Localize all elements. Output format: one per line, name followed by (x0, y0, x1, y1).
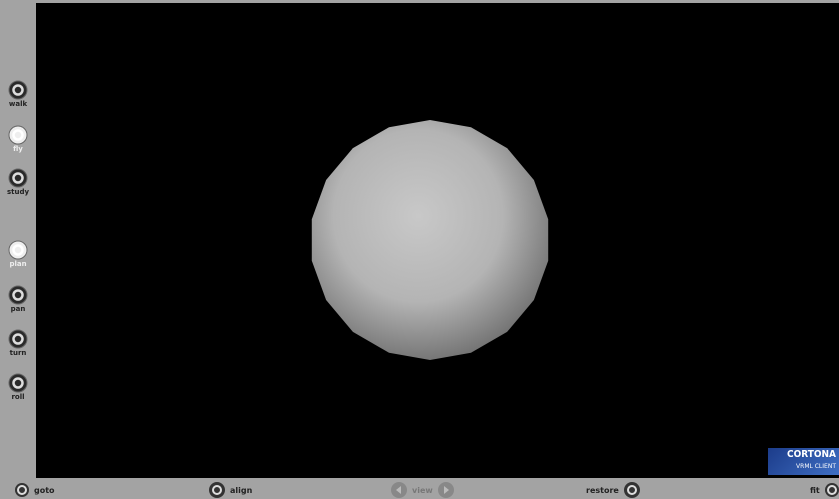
button-icon (8, 125, 28, 145)
restore-button[interactable]: restore (586, 481, 641, 499)
button-icon (8, 373, 28, 393)
goto-label: goto (34, 485, 55, 495)
button-icon (8, 168, 28, 188)
cortona-logo[interactable]: CORTONA VRML CLIENT (768, 448, 839, 475)
nav-mode-button[interactable]: fly (0, 125, 36, 153)
nav-mode-button[interactable]: study (0, 168, 36, 196)
nav-mode-button[interactable]: plan (0, 240, 36, 268)
sphere (311, 120, 549, 360)
nav-mode-button[interactable]: pan (0, 285, 36, 313)
nav-mode-label: fly (13, 145, 23, 153)
logo-subtitle: VRML CLIENT (796, 463, 836, 470)
goto-button[interactable]: goto (14, 481, 55, 499)
align-button[interactable]: align (208, 481, 252, 499)
3d-viewport[interactable] (36, 3, 839, 478)
nav-mode-label: walk (8, 100, 28, 108)
view-control[interactable]: view (390, 481, 455, 499)
nav-mode-label: plan (9, 260, 27, 268)
next-view[interactable] (437, 481, 455, 499)
nav-mode-label: roll (11, 393, 25, 401)
button-icon (8, 240, 28, 260)
nav-mode-label: study (6, 188, 30, 196)
logo-title: CORTONA (786, 449, 836, 460)
nav-mode-label: pan (10, 305, 26, 313)
restore-label: restore (586, 485, 619, 495)
fit-label: fit (810, 485, 820, 495)
button-icon (8, 329, 28, 349)
button-icon (8, 80, 28, 100)
align-label: align (230, 485, 253, 495)
view-label: view (412, 485, 433, 495)
button-icon (8, 285, 28, 305)
scene (311, 120, 549, 360)
nav-mode-label: turn (9, 349, 27, 357)
fit-button[interactable]: fit (810, 481, 839, 499)
nav-mode-button[interactable]: turn (0, 329, 36, 357)
nav-mode-button[interactable]: roll (0, 373, 36, 401)
previous-view[interactable] (390, 481, 408, 499)
nav-mode-button[interactable]: walk (0, 80, 36, 108)
